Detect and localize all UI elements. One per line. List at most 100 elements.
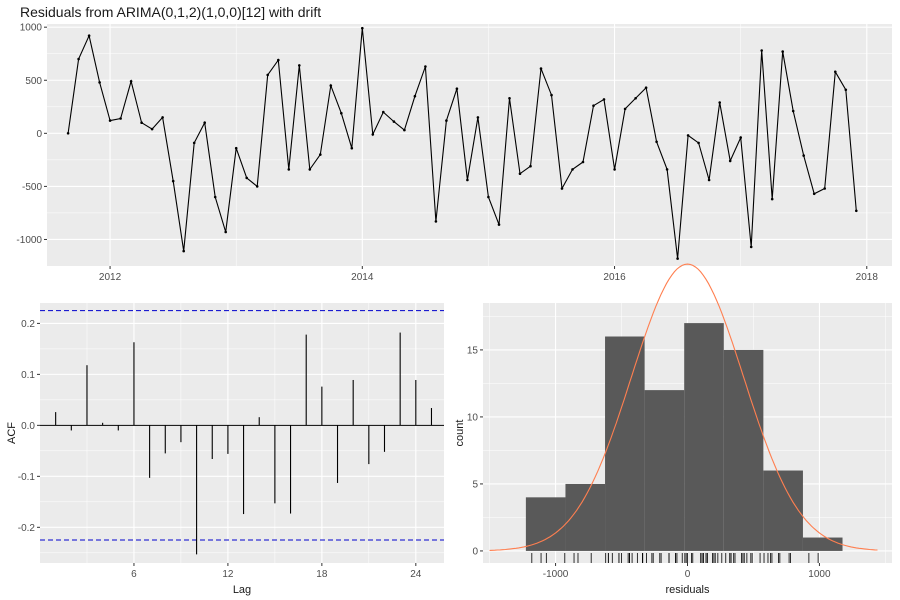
residual-point	[424, 65, 427, 68]
residual-point	[623, 107, 627, 111]
residual-point	[665, 168, 669, 171]
residual-point	[287, 168, 291, 171]
residual-point	[77, 57, 80, 61]
residual-point	[497, 223, 501, 226]
residual-point	[161, 116, 164, 119]
plot-panel-acf	[40, 303, 444, 563]
residual-point	[150, 127, 154, 131]
residual-point	[686, 134, 690, 137]
residual-point	[739, 136, 742, 139]
residual-point	[718, 101, 721, 104]
histogram-bar	[605, 336, 645, 551]
residual-point	[371, 133, 375, 136]
residual-point	[98, 81, 101, 84]
histogram-bar	[525, 497, 566, 551]
x-tick-label: 2016	[603, 272, 626, 283]
x-tick-label: 0	[685, 569, 691, 580]
x-tick-label: 12	[222, 569, 234, 580]
x-axis-label: Lag	[233, 584, 251, 596]
residual-point	[508, 97, 511, 100]
residual-point	[539, 67, 543, 70]
y-tick-label: 0.0	[21, 421, 35, 432]
x-tick-label: 2018	[856, 272, 879, 283]
histogram-bar	[802, 537, 843, 551]
residual-point	[140, 121, 143, 124]
residual-point	[802, 154, 805, 157]
residual-point	[403, 128, 406, 132]
residual-point	[581, 160, 585, 164]
histogram-bar	[723, 349, 764, 551]
residual-point	[350, 146, 354, 150]
x-tick-label: 1000	[808, 569, 831, 580]
histogram-bar	[644, 390, 685, 551]
residual-point	[781, 50, 784, 53]
residual-point	[518, 172, 522, 175]
residual-point	[592, 104, 595, 107]
residual-point	[192, 141, 196, 145]
histogram-bar	[565, 483, 606, 551]
residual-point	[487, 195, 490, 199]
residual-point	[823, 187, 826, 190]
residual-point	[224, 230, 227, 234]
y-tick-label: 0	[36, 129, 42, 140]
x-tick-label: 2014	[351, 272, 374, 283]
residual-point	[266, 73, 270, 77]
residual-point	[182, 249, 185, 253]
residual-point	[571, 168, 574, 171]
x-tick-label: 6	[131, 569, 137, 580]
residual-point	[319, 153, 322, 156]
residual-point	[234, 146, 238, 150]
histogram-bar	[684, 323, 724, 551]
chart-title: Residuals from ARIMA(0,1,2)(1,0,0)[12] w…	[20, 4, 322, 20]
residual-point	[560, 187, 564, 190]
residual-point	[855, 209, 858, 213]
y-tick-label: 500	[25, 76, 42, 87]
residual-point	[844, 88, 848, 92]
residual-point	[770, 197, 774, 201]
residual-point	[108, 119, 112, 122]
residual-point	[434, 220, 438, 223]
residual-point	[255, 185, 259, 188]
x-tick-label: -1000	[543, 569, 569, 580]
residual-point	[340, 111, 343, 115]
x-tick-label: 2012	[99, 272, 122, 283]
residual-point	[87, 34, 91, 37]
y-tick-label: 5	[472, 479, 478, 490]
residual-point	[245, 176, 248, 180]
residual-point	[613, 168, 616, 171]
residual-point	[203, 121, 206, 124]
y-tick-label: 0.2	[21, 319, 35, 330]
residual-point	[455, 87, 459, 90]
y-axis-label: ACF	[6, 422, 18, 444]
residual-point	[66, 132, 70, 135]
residual-point	[707, 178, 711, 182]
residual-point	[634, 97, 637, 100]
residual-point	[812, 192, 816, 196]
residual-point	[529, 164, 532, 168]
residual-point	[760, 49, 763, 52]
residual-point	[655, 140, 658, 144]
y-tick-label: -0.1	[18, 472, 36, 483]
y-tick-label: 1000	[20, 23, 43, 34]
residual-point	[329, 84, 333, 87]
residual-point	[392, 120, 396, 123]
residual-point	[213, 195, 217, 199]
residual-point	[676, 257, 679, 260]
y-tick-label: 10	[467, 412, 479, 423]
x-axis-label: residuals	[665, 584, 710, 596]
y-tick-label: -1000	[16, 235, 42, 246]
residual-point	[445, 119, 448, 122]
residual-point	[602, 98, 606, 101]
residual-point	[644, 86, 648, 89]
residual-point	[361, 26, 364, 30]
y-tick-label: -500	[22, 182, 42, 193]
residual-point	[728, 159, 732, 163]
residual-point	[476, 116, 480, 119]
x-tick-label: 18	[316, 569, 328, 580]
plot-panel-residuals	[47, 24, 892, 266]
residual-point	[277, 58, 280, 62]
residual-point	[171, 179, 175, 183]
residual-point	[308, 168, 312, 171]
histogram-bar	[763, 470, 803, 551]
y-tick-label: -0.2	[18, 523, 36, 534]
